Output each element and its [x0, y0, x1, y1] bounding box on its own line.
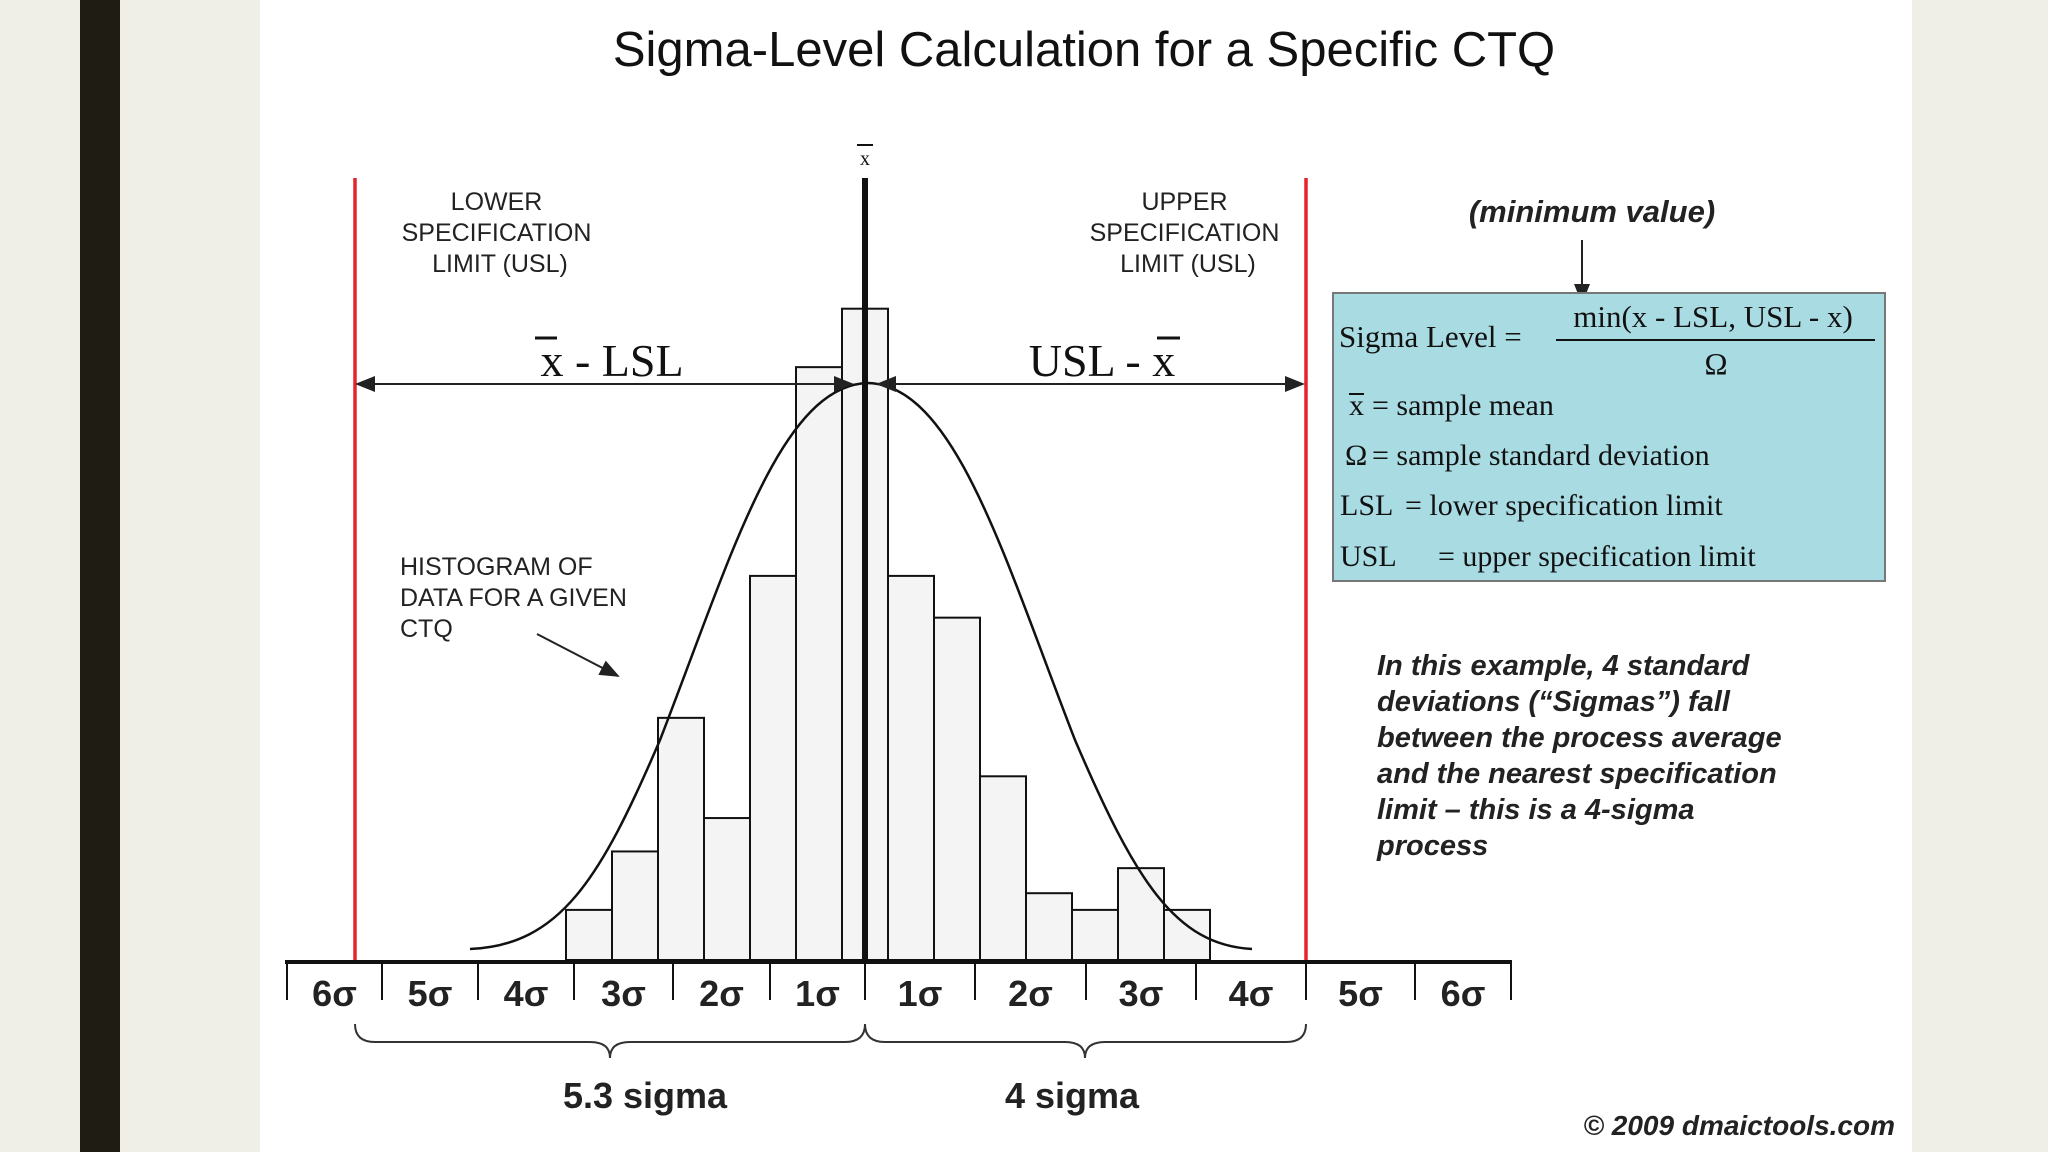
axis-label: 1σ	[898, 973, 943, 1014]
histogram-bar	[933, 616, 981, 962]
histogram-bars	[565, 307, 1211, 962]
histogram-bar	[703, 817, 751, 961]
def-desc-xbar: = sample mean	[1372, 389, 1554, 422]
histogram-label: HISTOGRAM OF DATA FOR A GIVEN CTQ	[400, 553, 634, 643]
formula-numerator: min(x - LSL, USL - x)	[1573, 299, 1853, 334]
left-brace-label: 5.3 sigma	[563, 1075, 728, 1116]
right-span-label: USL - x	[1029, 335, 1176, 386]
histogram-bar	[565, 908, 613, 962]
left-span-label: x - LSL	[540, 335, 683, 386]
def-desc-omega: = sample standard deviation	[1372, 439, 1710, 472]
histogram-bar	[611, 850, 659, 962]
histogram-bar	[887, 574, 935, 962]
formula-lhs: Sigma Level =	[1339, 319, 1522, 354]
usl-label: UPPER SPECIFICATION LIMIT (USL)	[1090, 188, 1287, 278]
axis-label: 6σ	[1441, 973, 1486, 1014]
histogram-bar	[795, 366, 843, 961]
axis-label: 2σ	[699, 973, 744, 1014]
histogram-bar	[1025, 892, 1073, 962]
histogram-bar	[1117, 867, 1165, 962]
axis-labels: 6σ 5σ 4σ 3σ 2σ 1σ 1σ 2σ 3σ 4σ 5σ 6σ	[312, 973, 1485, 1014]
def-symbol-lsl: LSL	[1340, 489, 1393, 522]
minimum-value-label: (minimum value)	[1469, 194, 1715, 229]
histogram-bar	[657, 716, 705, 961]
page-title: Sigma-Level Calculation for a Specific C…	[613, 23, 1555, 77]
xbar-top-label: x	[860, 148, 870, 170]
histogram-bar	[979, 775, 1027, 961]
axis-label: 4σ	[1229, 973, 1274, 1014]
left-dark-bar	[80, 0, 120, 1152]
axis-ticks	[286, 962, 1512, 1000]
def-symbol-usl: USL	[1340, 540, 1397, 573]
def-desc-lsl: = lower specification limit	[1405, 489, 1723, 522]
def-desc-usl: = upper specification limit	[1438, 540, 1756, 573]
right-brace	[864, 1023, 1307, 1059]
copyright: © 2009 dmaictools.com	[1583, 1110, 1895, 1141]
axis-label: 2σ	[1008, 973, 1053, 1014]
histogram-bar	[749, 574, 797, 962]
right-brace-label: 4 sigma	[1005, 1075, 1140, 1116]
formula-denominator: Ω	[1704, 346, 1727, 381]
lsl-label: LOWER SPECIFICATION LIMIT (USL)	[402, 188, 599, 278]
left-brace	[354, 1023, 866, 1059]
axis-label: 3σ	[1119, 973, 1164, 1014]
axis-label: 4σ	[504, 973, 549, 1014]
histogram-pointer-arrow	[536, 633, 620, 677]
def-symbol-omega: Ω	[1345, 439, 1367, 472]
example-text: In this example, 4 standard deviations (…	[1376, 650, 1790, 862]
axis-label: 3σ	[601, 973, 646, 1014]
def-symbol-xbar: x	[1349, 389, 1364, 422]
axis-label: 5σ	[1338, 973, 1383, 1014]
axis-label: 1σ	[795, 973, 840, 1014]
axis-label: 6σ	[312, 973, 357, 1014]
axis-label: 5σ	[408, 973, 453, 1014]
histogram-bar	[1071, 908, 1119, 962]
